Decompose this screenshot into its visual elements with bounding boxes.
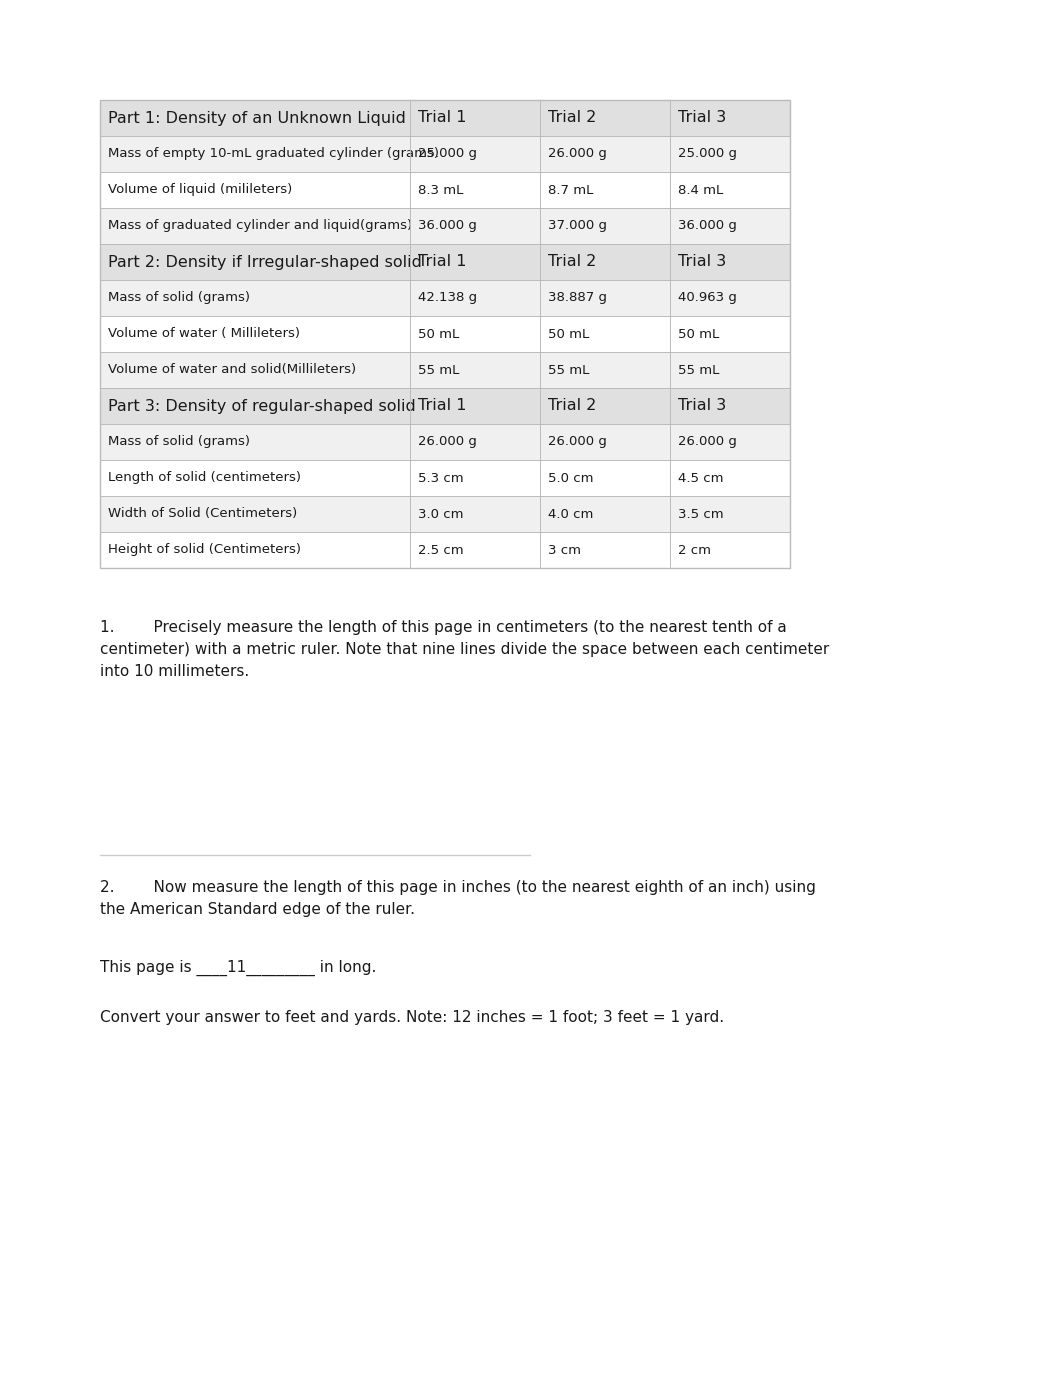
Text: 3.5 cm: 3.5 cm [678,508,723,521]
Text: Volume of water and solid(Millileters): Volume of water and solid(Millileters) [108,364,356,376]
Text: 26.000 g: 26.000 g [548,435,606,449]
Text: Trial 2: Trial 2 [548,255,597,270]
Text: 50 mL: 50 mL [678,328,719,340]
Text: 40.963 g: 40.963 g [678,292,737,304]
Text: Length of solid (centimeters): Length of solid (centimeters) [108,471,301,485]
Text: 4.5 cm: 4.5 cm [678,471,723,485]
Text: Mass of graduated cylinder and liquid(grams): Mass of graduated cylinder and liquid(gr… [108,219,412,233]
Text: Volume of water ( Millileters): Volume of water ( Millileters) [108,328,299,340]
Bar [100,101,790,136]
Text: 25.000 g: 25.000 g [418,147,477,161]
Text: Trial 3: Trial 3 [678,398,726,413]
Text: 2.        Now measure the length of this page in inches (to the nearest eighth o: 2. Now measure the length of this page i… [100,880,816,895]
Bar [100,460,790,496]
Text: Trial 1: Trial 1 [418,398,466,413]
Bar [100,424,790,460]
Text: 2.5 cm: 2.5 cm [418,544,464,556]
Text: This page is ____11_________ in long.: This page is ____11_________ in long. [100,960,376,976]
Text: Trial 3: Trial 3 [678,255,726,270]
Bar [100,172,790,208]
Text: Mass of solid (grams): Mass of solid (grams) [108,435,250,449]
Bar [100,208,790,244]
Text: Mass of empty 10-mL graduated cylinder (grams): Mass of empty 10-mL graduated cylinder (… [108,147,439,161]
Text: Trial 2: Trial 2 [548,110,597,125]
Text: Convert your answer to feet and yards. Note: 12 inches = 1 foot; 3 feet = 1 yard: Convert your answer to feet and yards. N… [100,1009,724,1024]
Text: 55 mL: 55 mL [678,364,719,376]
Text: 38.887 g: 38.887 g [548,292,607,304]
Text: Mass of solid (grams): Mass of solid (grams) [108,292,250,304]
Text: 2 cm: 2 cm [678,544,710,556]
Text: Trial 3: Trial 3 [678,110,726,125]
Text: 55 mL: 55 mL [418,364,460,376]
Text: 50 mL: 50 mL [418,328,459,340]
Text: Trial 2: Trial 2 [548,398,597,413]
Text: the American Standard edge of the ruler.: the American Standard edge of the ruler. [100,902,415,917]
Bar [100,101,790,567]
Text: Part 1: Density of an Unknown Liquid: Part 1: Density of an Unknown Liquid [108,110,406,125]
Bar [100,353,790,388]
Text: 37.000 g: 37.000 g [548,219,607,233]
Text: 26.000 g: 26.000 g [678,435,737,449]
Text: 5.0 cm: 5.0 cm [548,471,594,485]
Text: Width of Solid (Centimeters): Width of Solid (Centimeters) [108,508,297,521]
Bar [100,280,790,315]
Text: 8.4 mL: 8.4 mL [678,183,723,197]
Bar [100,388,790,424]
Text: 25.000 g: 25.000 g [678,147,737,161]
Text: Part 2: Density if Irregular-shaped solid: Part 2: Density if Irregular-shaped soli… [108,255,422,270]
Text: Height of solid (Centimeters): Height of solid (Centimeters) [108,544,301,556]
Bar [100,315,790,353]
Text: 5.3 cm: 5.3 cm [418,471,464,485]
Text: 26.000 g: 26.000 g [548,147,606,161]
Text: 55 mL: 55 mL [548,364,589,376]
Text: Trial 1: Trial 1 [418,110,466,125]
Bar [100,496,790,532]
Text: 36.000 g: 36.000 g [678,219,737,233]
Text: Part 3: Density of regular-shaped solid: Part 3: Density of regular-shaped solid [108,398,415,413]
Text: Volume of liquid (milileters): Volume of liquid (milileters) [108,183,292,197]
Text: 8.7 mL: 8.7 mL [548,183,594,197]
Text: 42.138 g: 42.138 g [418,292,477,304]
Text: 3 cm: 3 cm [548,544,581,556]
Bar [100,136,790,172]
Bar [100,532,790,567]
Text: 4.0 cm: 4.0 cm [548,508,594,521]
Text: centimeter) with a metric ruler. Note that nine lines divide the space between e: centimeter) with a metric ruler. Note th… [100,642,829,657]
Text: 26.000 g: 26.000 g [418,435,477,449]
Text: Trial 1: Trial 1 [418,255,466,270]
Text: 50 mL: 50 mL [548,328,589,340]
Text: into 10 millimeters.: into 10 millimeters. [100,664,250,679]
Text: 8.3 mL: 8.3 mL [418,183,463,197]
Text: 1.        Precisely measure the length of this page in centimeters (to the neare: 1. Precisely measure the length of this … [100,620,787,635]
Bar [100,244,790,280]
Text: 36.000 g: 36.000 g [418,219,477,233]
Text: 3.0 cm: 3.0 cm [418,508,463,521]
